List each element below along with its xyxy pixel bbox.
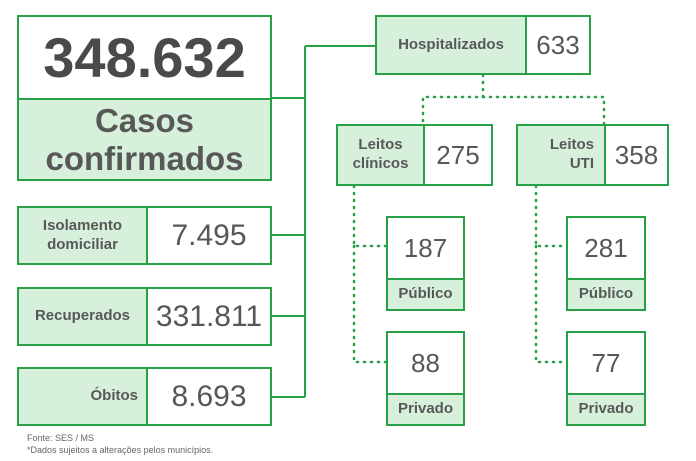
clinicos-privado-label: Privado bbox=[388, 393, 463, 424]
hospitalizados-label: Hospitalizados bbox=[377, 17, 527, 73]
isolamento-card: Isolamento domiciliar 7.495 bbox=[17, 206, 272, 265]
uti-to-privado-dots bbox=[534, 244, 568, 364]
leitos-clinicos-value: 275 bbox=[436, 139, 480, 170]
clinicos-to-privado-dots bbox=[352, 244, 388, 364]
leitos-uti-label: Leitos UTI bbox=[518, 126, 606, 184]
uti-privado-card: 77 Privado bbox=[566, 331, 646, 426]
uti-to-publico-dots bbox=[534, 184, 568, 248]
leitos-clinicos-label: Leitos clínicos bbox=[338, 126, 425, 184]
obitos-label: Óbitos bbox=[19, 369, 148, 424]
footer-note: *Dados sujeitos a alterações pelos munic… bbox=[27, 445, 214, 455]
uti-publico-card: 281 Público bbox=[566, 216, 646, 311]
uti-privado-label: Privado bbox=[568, 393, 644, 424]
clinicos-privado-value: 88 bbox=[411, 347, 440, 378]
total-cases-value: 348.632 bbox=[43, 26, 246, 89]
total-cases-card: 348.632 Casos confirmados bbox=[17, 15, 272, 181]
uti-publico-label: Público bbox=[568, 278, 644, 309]
obitos-card: Óbitos 8.693 bbox=[17, 367, 272, 426]
hosp-to-clinicos-dots bbox=[421, 73, 485, 126]
obitos-value: 8.693 bbox=[171, 379, 247, 413]
hospitalizados-value: 633 bbox=[536, 29, 580, 60]
hosp-to-uti-dots bbox=[481, 95, 606, 126]
uti-privado-value: 77 bbox=[591, 347, 621, 378]
uti-publico-value: 281 bbox=[584, 232, 628, 263]
total-cases-label: Casos confirmados bbox=[19, 98, 270, 179]
recuperados-label: Recuperados bbox=[19, 289, 148, 344]
isolamento-label: Isolamento domiciliar bbox=[19, 208, 148, 263]
clinicos-privado-card: 88 Privado bbox=[386, 331, 465, 426]
clinicos-publico-card: 187 Público bbox=[386, 216, 465, 311]
isolamento-value: 7.495 bbox=[171, 218, 247, 252]
clinicos-publico-value: 187 bbox=[403, 232, 448, 263]
leitos-uti-value: 358 bbox=[614, 139, 659, 170]
recuperados-card: Recuperados 331.811 bbox=[17, 287, 272, 346]
recuperados-value: 331.811 bbox=[155, 299, 263, 333]
hospitalizados-card: Hospitalizados 633 bbox=[375, 15, 591, 75]
leitos-uti-card: Leitos UTI 358 bbox=[516, 124, 669, 186]
clinicos-publico-label: Público bbox=[388, 278, 463, 309]
footer-source: Fonte: SES / MS bbox=[27, 433, 95, 443]
leitos-clinicos-card: Leitos clínicos 275 bbox=[336, 124, 493, 186]
clinicos-to-publico-dots bbox=[352, 184, 388, 248]
